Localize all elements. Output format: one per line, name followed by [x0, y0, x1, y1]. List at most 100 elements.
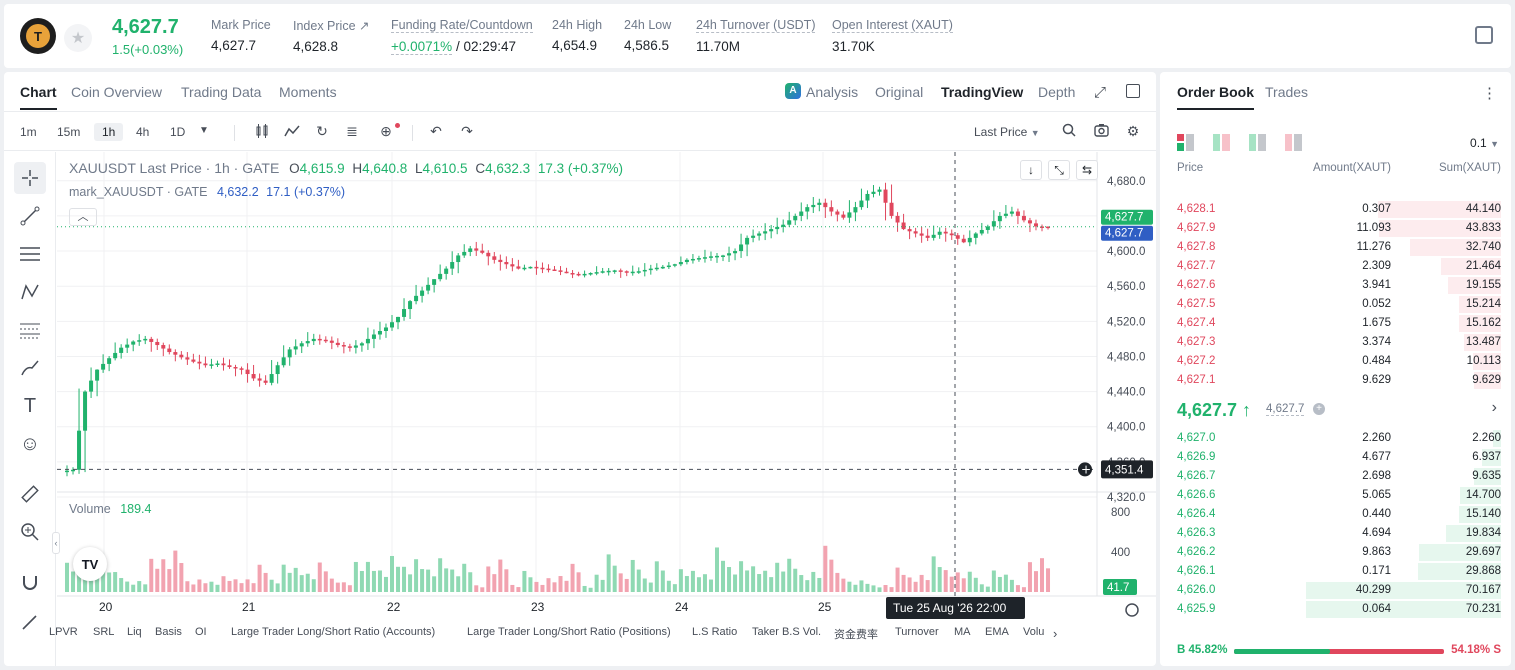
- collapse-icon[interactable]: ⤡: [1048, 160, 1070, 180]
- view-tradingview[interactable]: TradingView: [941, 84, 1024, 100]
- candle-body: [510, 264, 515, 267]
- ask-row[interactable]: 4,627.6 3.941 19.155: [1160, 276, 1511, 295]
- crosshair-icon[interactable]: [14, 162, 46, 194]
- bid-row[interactable]: 4,627.0 2.260 2.260: [1160, 429, 1511, 448]
- volume-bar: [1021, 587, 1026, 592]
- indicator-ema[interactable]: EMA: [985, 626, 1009, 638]
- bid-row[interactable]: 4,625.9 0.064 70.231: [1160, 600, 1511, 619]
- ask-row[interactable]: 4,628.1 0.307 44.140: [1160, 200, 1511, 219]
- settings-gear-icon[interactable]: ⚙: [1126, 123, 1140, 139]
- bid-row[interactable]: 4,626.0 40.299 70.167: [1160, 581, 1511, 600]
- stat-funding-rate[interactable]: Funding Rate/Countdown +0.0071% / 02:29:…: [391, 18, 533, 55]
- pattern-icon[interactable]: [14, 276, 46, 308]
- indicator-ma[interactable]: MA: [954, 626, 971, 638]
- indicator-funding[interactable]: 资金费率: [834, 629, 878, 641]
- interval-15m[interactable]: 15m: [57, 125, 81, 139]
- redo-icon[interactable]: ↷: [461, 123, 473, 139]
- price-chart[interactable]: 4,680.04,640.04,600.04,560.04,520.04,480…: [49, 152, 1156, 666]
- pencil-lock-icon[interactable]: [14, 606, 46, 638]
- ask-row[interactable]: 4,627.5 0.052 15.214: [1160, 295, 1511, 314]
- text-tool-icon[interactable]: T: [23, 394, 37, 417]
- emoji-icon[interactable]: ☺: [19, 432, 41, 455]
- ask-row[interactable]: 4,627.9 11.093 43.833: [1160, 219, 1511, 238]
- search-icon[interactable]: [1061, 123, 1077, 139]
- layout-bids-icon[interactable]: [1213, 134, 1230, 151]
- undo-icon[interactable]: ↶: [430, 123, 442, 139]
- tab-coin-overview[interactable]: Coin Overview: [71, 84, 163, 100]
- tab-trading-data[interactable]: Trading Data: [181, 84, 262, 100]
- camera-icon[interactable]: [1093, 123, 1109, 139]
- price-type-select[interactable]: Last Price ▼: [974, 125, 1040, 139]
- indicator-turnover[interactable]: Turnover: [895, 626, 939, 638]
- bid-row[interactable]: 4,626.3 4.694 19.834: [1160, 524, 1511, 543]
- chevron-right-icon[interactable]: ›: [1053, 626, 1058, 641]
- tab-trades[interactable]: Trades: [1265, 84, 1309, 100]
- refresh-icon[interactable]: ↻: [316, 123, 328, 139]
- bid-row[interactable]: 4,626.1 0.171 29.868: [1160, 562, 1511, 581]
- tradingview-logo[interactable]: TV: [73, 547, 107, 581]
- collapse-legend-button[interactable]: ︿: [69, 208, 97, 226]
- indicator-taker[interactable]: Taker B.S Vol.: [752, 626, 822, 638]
- ask-row[interactable]: 4,627.8 11.276 32.740: [1160, 238, 1511, 257]
- view-analysis[interactable]: Analysis: [806, 84, 859, 100]
- mark-price-label-bg: [1101, 225, 1153, 241]
- candle-body: [233, 367, 238, 369]
- interval-1m[interactable]: 1m: [20, 125, 37, 139]
- bid-row[interactable]: 4,626.9 4.677 6.937: [1160, 448, 1511, 467]
- ask-row[interactable]: 4,627.4 1.675 15.162: [1160, 314, 1511, 333]
- fullscreen-icon[interactable]: ⤢: [1094, 84, 1107, 101]
- info-plus-icon[interactable]: +: [1313, 403, 1325, 415]
- window-icon[interactable]: [1126, 84, 1140, 98]
- notebook-icon[interactable]: [1475, 26, 1493, 44]
- stat-index-price[interactable]: Index Price ↗ 4,628.8: [293, 19, 370, 54]
- interval-1h[interactable]: 1h: [94, 123, 124, 141]
- layout-both-icon[interactable]: [1177, 134, 1194, 151]
- more-icon[interactable]: ⋮: [1482, 85, 1497, 102]
- indicator-lpvr[interactable]: LPVR: [49, 626, 78, 638]
- templates-icon[interactable]: ≣: [346, 123, 358, 139]
- sync-icon[interactable]: ⇆: [1076, 160, 1098, 180]
- fib-icon[interactable]: [14, 314, 46, 346]
- precision-select[interactable]: 0.1 ▼: [1470, 136, 1499, 150]
- chart-canvas[interactable]: 4,680.04,640.04,600.04,560.04,520.04,480…: [57, 152, 1156, 666]
- indicator-srl[interactable]: SRL: [93, 626, 115, 638]
- collapse-toolbar-icon[interactable]: ‹: [52, 532, 60, 554]
- bid-row[interactable]: 4,626.7 2.698 9.635: [1160, 467, 1511, 486]
- indicator-liq[interactable]: Liq: [127, 626, 142, 638]
- view-original[interactable]: Original: [875, 84, 924, 100]
- ask-row[interactable]: 4,627.7 2.309 21.464: [1160, 257, 1511, 276]
- bid-row[interactable]: 4,626.4 0.440 15.140: [1160, 505, 1511, 524]
- indicator-volume[interactable]: Volu: [1023, 626, 1045, 638]
- tab-order-book[interactable]: Order Book: [1177, 84, 1255, 110]
- view-depth[interactable]: Depth: [1038, 84, 1076, 100]
- brush-icon[interactable]: [14, 352, 46, 384]
- magnet-icon[interactable]: [14, 566, 46, 598]
- chevron-down-icon[interactable]: ▼: [199, 125, 209, 136]
- favorite-star-icon[interactable]: ★: [64, 24, 92, 52]
- bid-row[interactable]: 4,626.6 5.065 14.700: [1160, 486, 1511, 505]
- indicator-oi[interactable]: OI: [195, 626, 207, 638]
- zoom-in-icon[interactable]: [14, 516, 46, 548]
- indicator-basis[interactable]: Basis: [155, 626, 182, 638]
- trend-line-icon[interactable]: [14, 200, 46, 232]
- scroll-down-icon[interactable]: ↓: [1020, 160, 1042, 180]
- layout-red-icon[interactable]: [1285, 134, 1302, 151]
- ask-row[interactable]: 4,627.2 0.484 10.113: [1160, 352, 1511, 371]
- indicator-ls-accounts[interactable]: Large Trader Long/Short Ratio (Accounts): [231, 626, 436, 638]
- interval-1d[interactable]: 1D: [170, 125, 186, 139]
- indicator-ls-positions[interactable]: Large Trader Long/Short Ratio (Positions…: [467, 626, 671, 638]
- horizontal-lines-icon[interactable]: [14, 238, 46, 270]
- bid-row[interactable]: 4,626.2 9.863 29.697: [1160, 543, 1511, 562]
- tab-moments[interactable]: Moments: [279, 84, 337, 100]
- chevron-right-icon[interactable]: ›: [1491, 399, 1497, 416]
- tab-chart[interactable]: Chart: [20, 84, 57, 110]
- indicators-icon[interactable]: [284, 123, 300, 139]
- ruler-icon[interactable]: [14, 478, 46, 510]
- interval-4h[interactable]: 4h: [136, 125, 150, 139]
- candle-type-icon[interactable]: [254, 123, 270, 139]
- layout-green-icon[interactable]: [1249, 134, 1266, 151]
- add-indicator-icon[interactable]: ⊕: [380, 123, 392, 139]
- ask-row[interactable]: 4,627.1 9.629 9.629: [1160, 371, 1511, 390]
- ask-row[interactable]: 4,627.3 3.374 13.487: [1160, 333, 1511, 352]
- indicator-ls-ratio[interactable]: L.S Ratio: [692, 626, 738, 638]
